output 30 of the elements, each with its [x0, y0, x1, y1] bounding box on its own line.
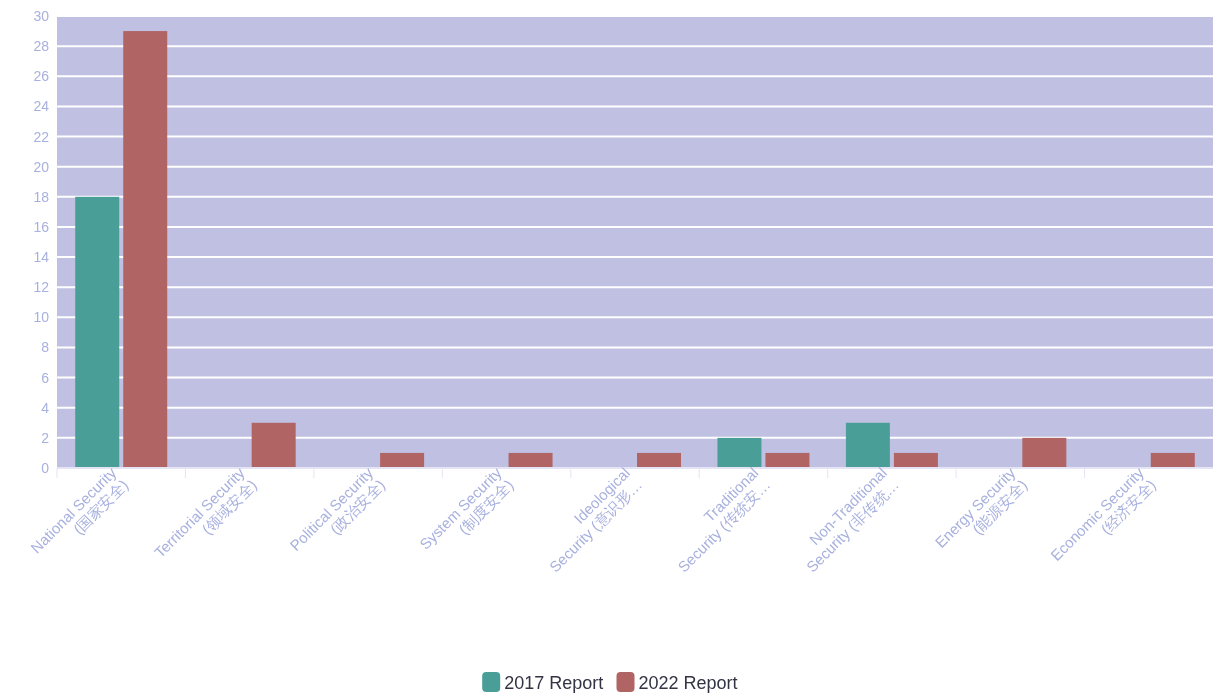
y-tick-label: 22 [33, 128, 50, 145]
y-tick-label: 12 [33, 279, 50, 296]
y-tick-label: 6 [41, 369, 50, 386]
y-tick-label: 14 [33, 249, 50, 266]
y-tick-label: 26 [33, 68, 50, 85]
bar [765, 452, 810, 468]
bar [1150, 452, 1195, 468]
y-tick-label: 16 [33, 218, 50, 235]
bar [845, 422, 890, 468]
bar [508, 452, 553, 468]
bar [75, 196, 120, 468]
y-tick-label: 28 [33, 38, 50, 55]
bar [893, 452, 938, 468]
bar [1022, 437, 1067, 468]
bar [717, 437, 762, 468]
bar [637, 452, 681, 468]
bar [251, 422, 296, 468]
y-tick-label: 2 [41, 429, 50, 446]
legend-label: 2017 Report [504, 673, 604, 693]
y-tick-label: 18 [33, 188, 50, 205]
y-tick-label: 24 [33, 98, 50, 115]
bar [380, 452, 425, 468]
y-tick-label: 10 [33, 309, 50, 326]
bar [123, 31, 168, 468]
y-tick-label: 20 [33, 158, 50, 175]
y-tick-label: 0 [41, 460, 50, 476]
y-tick-label: 4 [41, 399, 50, 416]
y-tick-label: 8 [41, 339, 50, 356]
y-tick-label: 30 [33, 8, 50, 24]
legend-label: 2022 Report [638, 673, 738, 693]
